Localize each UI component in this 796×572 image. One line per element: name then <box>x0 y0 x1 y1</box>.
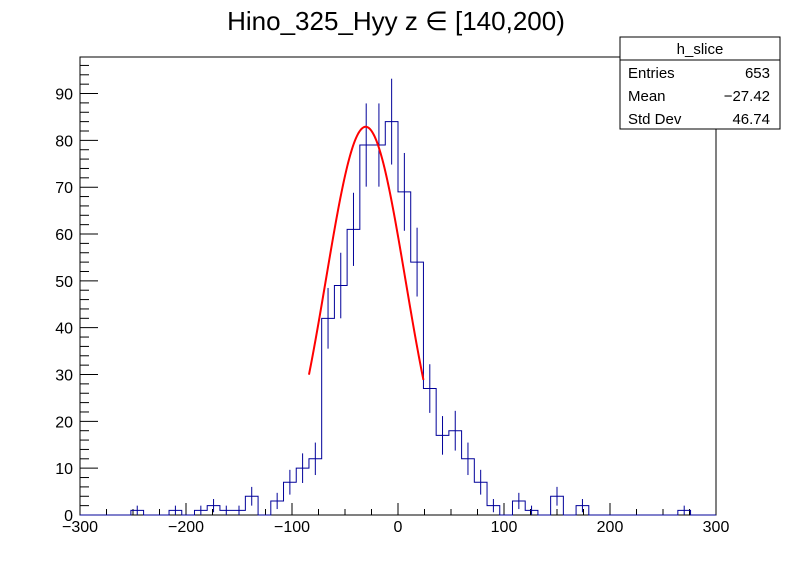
chart-title: Hino_325_Hyy z ∈ [140,200) <box>227 6 565 36</box>
stats-box-frame <box>619 36 781 130</box>
stats-box-title: h_slice <box>677 41 724 58</box>
y-tick-label: 70 <box>55 180 73 197</box>
histogram-series <box>80 121 716 516</box>
stats-mean-label: Mean <box>628 88 666 105</box>
stats-entries-value: 653 <box>745 65 770 82</box>
y-tick-label: 10 <box>55 461 73 478</box>
stats-stddev-label: Std Dev <box>628 111 682 128</box>
gaussian-fit-curve <box>307 125 425 381</box>
y-tick-label: 50 <box>55 274 73 291</box>
stats-mean-value: −27.42 <box>724 88 770 105</box>
x-tick-label: 300 <box>703 519 730 536</box>
stats-entries-label: Entries <box>628 65 675 82</box>
stats-stddev-value: 46.74 <box>732 111 770 128</box>
y-tick-label: 20 <box>55 414 73 431</box>
x-tick-label: −100 <box>274 519 310 536</box>
x-tick-label: 0 <box>394 519 403 536</box>
x-tick-label: 200 <box>597 519 624 536</box>
histogram-outline <box>80 121 716 516</box>
gaussian-fit-series <box>307 125 425 381</box>
y-tick-label: 30 <box>55 368 73 385</box>
y-tick-label: 40 <box>55 321 73 338</box>
x-tick-labels: −300 −200 −100 0 100 200 300 <box>62 519 729 536</box>
y-tick-labels: 0 10 20 30 40 50 60 70 80 90 <box>55 87 73 525</box>
y-tick-label: 60 <box>55 227 73 244</box>
x-tick-label: 100 <box>491 519 518 536</box>
axis-ticks <box>79 64 717 516</box>
y-tick-label: 90 <box>55 87 73 104</box>
y-tick-label: 0 <box>64 508 73 525</box>
x-tick-label: −200 <box>168 519 204 536</box>
y-tick-label: 80 <box>55 133 73 150</box>
x-tick-label: −300 <box>62 519 98 536</box>
stats-box: h_slice Entries 653 Mean −27.42 Std Dev … <box>619 36 781 130</box>
